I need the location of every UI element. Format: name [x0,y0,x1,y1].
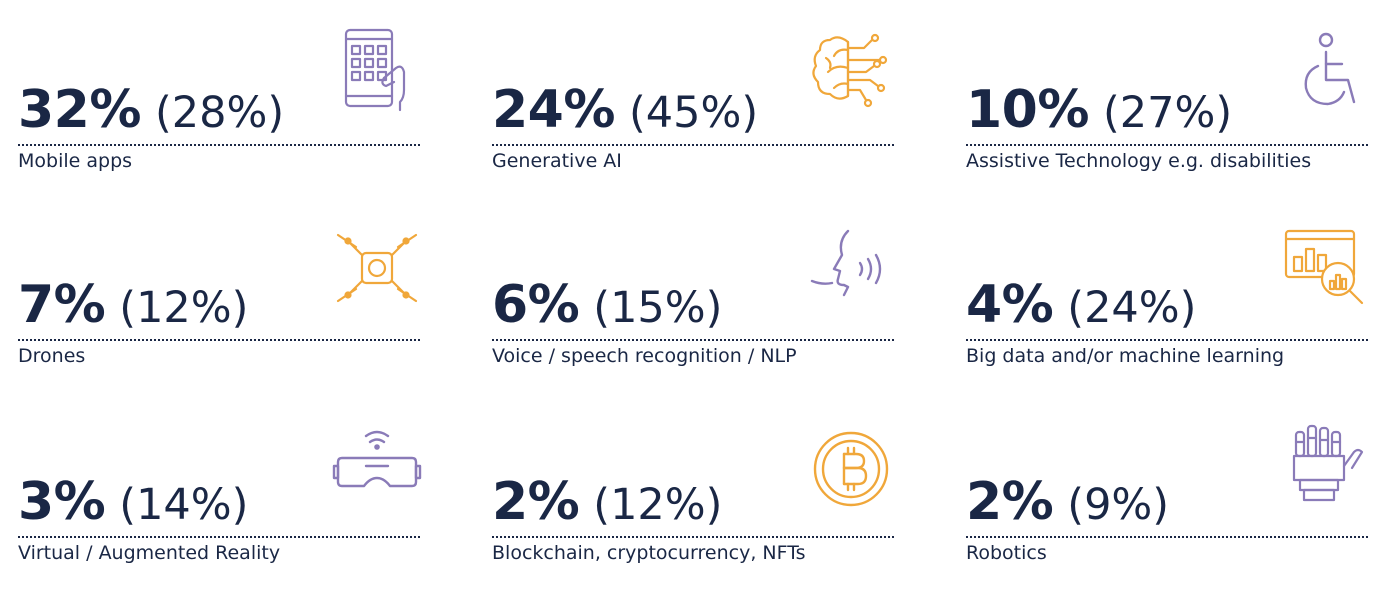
dotted-divider [492,339,894,341]
stat-previous-value: (24%) [1067,283,1197,333]
voice-icon [808,225,894,311]
stat-card-blockchain: 2% (12%) Blockchain, cryptocurrency, NFT… [492,410,894,564]
stat-values: 4% (24%) [966,279,1196,331]
stat-previous-value: (27%) [1102,88,1233,138]
stat-value: 10% [966,80,1089,140]
stat-previous-value: (14%) [119,480,249,530]
wheelchair-icon [1282,30,1368,116]
dotted-divider [966,144,1368,146]
dotted-divider [18,144,420,146]
stat-card-robotics: 2% (9%) Robotics [966,410,1368,564]
vr-headset-icon [332,426,422,512]
bitcoin-icon [808,426,894,512]
stat-label: Robotics [966,542,1047,564]
stat-previous-value: (12%) [119,283,249,333]
stat-values: 2% (9%) [966,476,1169,528]
stat-value: 3% [18,472,106,532]
stat-value: 2% [966,472,1054,532]
stat-values: 6% (15%) [492,279,722,331]
stat-card-drones: 7% (12%) Drones [18,213,420,367]
stat-previous-value: (12%) [593,480,723,530]
stat-previous-value: (15%) [593,283,723,333]
stat-values: 32% (28%) [18,84,284,136]
stat-values: 3% (14%) [18,476,248,528]
stat-previous-value: (9%) [1067,480,1170,530]
dotted-divider [492,144,894,146]
stat-previous-value: (45%) [628,88,759,138]
dotted-divider [492,536,894,538]
robot-hand-icon [1282,422,1368,508]
data-analysis-icon [1282,227,1368,313]
stat-card-virtual-reality: 3% (14%) Virtual / Augmented Reality [18,410,422,564]
stat-values: 10% (27%) [966,84,1232,136]
dotted-divider [18,339,420,341]
stat-label: Mobile apps [18,150,133,172]
drone-icon [334,225,420,311]
stat-label: Assistive Technology e.g. disabilities [966,150,1312,172]
stat-value: 6% [492,275,580,335]
stat-label: Blockchain, cryptocurrency, NFTs [492,542,806,564]
stat-label: Big data and/or machine learning [966,345,1285,367]
stat-values: 2% (12%) [492,476,722,528]
stat-card-big-data: 4% (24%) Big data and/or machine learnin… [966,213,1368,367]
stat-value: 32% [18,80,141,140]
stat-card-voice-recognition: 6% (15%) Voice / speech recognition / NL… [492,213,894,367]
stat-card-generative-ai: 24% (45%) Generative AI [492,18,894,172]
stat-label: Virtual / Augmented Reality [18,542,281,564]
mobile-app-icon [334,26,420,112]
stat-card-mobile-apps: 32% (28%) Mobile apps [18,18,420,172]
stat-value: 2% [492,472,580,532]
stat-values: 24% (45%) [492,84,758,136]
dotted-divider [18,536,420,538]
dotted-divider [966,536,1368,538]
stat-value: 4% [966,275,1054,335]
stat-values: 7% (12%) [18,279,248,331]
stat-previous-value: (28%) [154,88,285,138]
stat-card-assistive-technology: 10% (27%) Assistive Technology e.g. disa… [966,18,1368,172]
stat-label: Generative AI [492,150,622,172]
stat-value: 24% [492,80,615,140]
brain-circuit-icon [808,28,894,114]
stat-label: Drones [18,345,86,367]
stat-value: 7% [18,275,106,335]
stat-label: Voice / speech recognition / NLP [492,345,797,367]
dotted-divider [966,339,1368,341]
